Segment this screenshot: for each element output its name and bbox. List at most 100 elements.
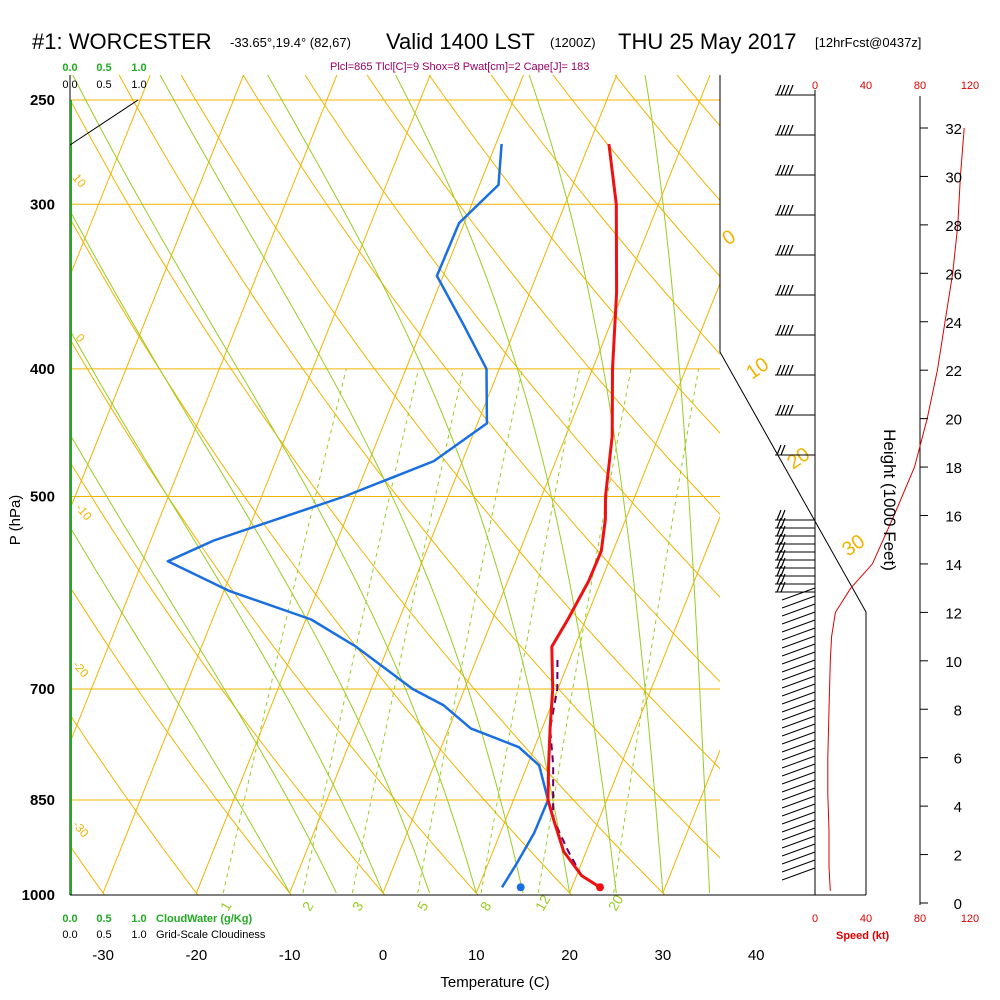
height-tick-label: 6 xyxy=(954,751,962,768)
pressure-tick-label: 500 xyxy=(30,489,55,506)
dry-adiabat-label: -10 xyxy=(73,501,95,524)
isotherm-line xyxy=(70,75,338,744)
wind-barb xyxy=(775,541,815,553)
dry-adiabat-label: 30 xyxy=(838,530,869,561)
wind-barb xyxy=(781,795,816,809)
dry-adiabat-line xyxy=(242,75,720,683)
wind-barb xyxy=(775,525,815,537)
wind-barb xyxy=(775,124,815,136)
wind-barb xyxy=(781,723,816,737)
wind-barb xyxy=(781,827,816,841)
parcel-path-line xyxy=(549,655,583,877)
pressure-tick-label: 250 xyxy=(30,92,55,109)
surface-dewpoint-marker xyxy=(516,883,525,892)
temperature-tick-label: 40 xyxy=(748,947,765,964)
wind-barb xyxy=(775,204,815,216)
moist-adiabat-line xyxy=(159,75,524,894)
height-tick-label: 16 xyxy=(945,509,962,526)
cloudiness-label: Grid-Scale Cloudiness xyxy=(156,929,266,941)
x-axis-label: Temperature (C) xyxy=(440,974,549,991)
isotherm-line xyxy=(569,515,720,894)
dry-adiabat-line xyxy=(965,52,1000,921)
dry-adiabat-line xyxy=(490,75,720,355)
moist-adiabat-line xyxy=(803,52,815,893)
wind-barb xyxy=(781,843,816,857)
height-tick-label: 30 xyxy=(945,169,962,186)
dry-adiabat-line xyxy=(118,75,720,859)
cloudiness-trace-line xyxy=(69,99,139,146)
speed-tick-top: 0 xyxy=(812,80,818,92)
cloudiness-tick-top: 0.5 xyxy=(96,79,111,91)
mixing-ratio-label: 8 xyxy=(477,899,495,914)
moist-adiabat-line xyxy=(644,75,710,894)
y-axis-label: P (hPa) xyxy=(7,495,24,546)
wind-barb xyxy=(781,595,816,609)
mixing-ratio-label: 3 xyxy=(349,899,367,914)
height-tick-label: 14 xyxy=(945,557,962,574)
mixing-ratio-line xyxy=(613,368,700,894)
wind-barb xyxy=(775,324,815,336)
height-tick-label: 12 xyxy=(945,605,962,622)
moist-adiabat-line xyxy=(70,329,384,894)
temperature-tick-label: 10 xyxy=(468,947,485,964)
wind-barb xyxy=(781,675,816,689)
mixing-ratio-label: 20 xyxy=(605,892,627,914)
cloudwater-tick-top: 0.0 xyxy=(62,62,77,74)
stats-line: Plcl=865 Tlcl[C]=9 Shox=8 Pwat[cm]=2 Cap… xyxy=(330,61,589,73)
mixing-ratio-line xyxy=(351,368,464,894)
dry-adiabat-line xyxy=(0,52,29,921)
isotherm-line xyxy=(70,75,245,511)
cloudwater-tick-bottom: 1.0 xyxy=(131,913,146,925)
speed-tick-bottom: 40 xyxy=(860,913,872,925)
isotherm-line xyxy=(0,60,63,893)
height-tick-label: 32 xyxy=(945,121,962,138)
dry-adiabat-label: 10 xyxy=(70,171,90,190)
mixing-ratio-label: 2 xyxy=(299,899,317,914)
cloudiness-tick-bottom: 0.0 xyxy=(62,929,77,941)
moist-adiabat-line xyxy=(395,75,617,894)
wind-barb xyxy=(781,779,816,793)
chart-title-coords: -33.65°,19.4° (82,67) xyxy=(230,35,351,50)
mixing-ratio-line xyxy=(480,368,581,894)
cloudiness-tick-top: 0.0 xyxy=(62,79,77,91)
cloudwater-label: CloudWater (g/Kg) xyxy=(156,913,252,925)
temperature-line xyxy=(546,143,619,889)
mixing-ratio-line xyxy=(222,368,347,894)
wind-barb xyxy=(775,84,815,96)
wind-barb xyxy=(781,731,816,745)
wind-barb xyxy=(781,755,816,769)
moist-adiabat-line xyxy=(70,433,337,894)
dry-adiabat-line xyxy=(70,844,106,895)
cloudiness-tick-bottom: 0.5 xyxy=(96,929,111,941)
isotherm-line xyxy=(756,60,1000,893)
speed-tick-bottom: 120 xyxy=(961,913,979,925)
speed-axis-label: Speed (kt) xyxy=(836,930,890,942)
mixing-ratio-line xyxy=(417,368,523,894)
temperature-tick-label: 0 xyxy=(379,947,387,964)
wind-barb xyxy=(781,859,816,873)
moist-adiabat-line xyxy=(70,526,291,894)
dry-adiabat-line xyxy=(70,217,573,895)
isotherm-line xyxy=(475,282,720,894)
temperature-tick-label: -30 xyxy=(92,947,114,964)
wind-barb xyxy=(781,683,816,697)
height-tick-label: 18 xyxy=(945,460,962,477)
dry-adiabat-line xyxy=(366,75,720,515)
wind-barb xyxy=(781,803,816,817)
height-tick-label: 8 xyxy=(954,702,962,719)
dry-adiabat-line xyxy=(70,461,386,895)
pressure-tick-label: 1000 xyxy=(22,887,55,904)
dry-adiabat-line xyxy=(70,586,292,895)
wind-barb xyxy=(781,619,816,633)
temperature-tick-label: 30 xyxy=(655,947,672,964)
mixing-ratio-label: 1 xyxy=(217,899,235,914)
wind-barb xyxy=(781,659,816,673)
wind-barb xyxy=(775,549,815,561)
wind-barb xyxy=(781,651,816,665)
wind-barb xyxy=(781,635,816,649)
wind-barb xyxy=(775,404,815,416)
dry-adiabat-line xyxy=(614,75,720,202)
height-axis-label: Height (1000 Feet) xyxy=(880,429,899,571)
height-tick-label: 26 xyxy=(945,266,962,283)
speed-tick-top: 80 xyxy=(914,80,926,92)
